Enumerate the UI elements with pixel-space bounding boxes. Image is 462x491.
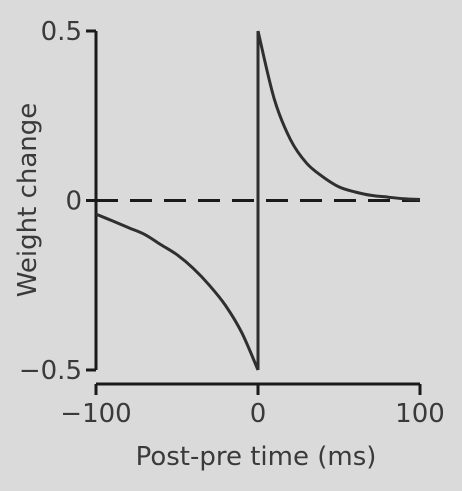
axes: 0.5 0 −0.5 −100 0 100 <box>19 17 445 429</box>
y-tick-label: 0 <box>65 187 82 217</box>
labels: Post-pre time (ms) Weight change <box>13 103 376 472</box>
x-tick-label: 0 <box>250 399 267 429</box>
curves <box>95 30 421 371</box>
curve-positive <box>256 30 421 201</box>
y-axis-label: Weight change <box>13 103 43 298</box>
y-tick-label: −0.5 <box>19 356 82 386</box>
x-tick-label: −100 <box>60 399 131 429</box>
y-tick-label: 0.5 <box>41 17 82 47</box>
curve-negative <box>95 212 260 371</box>
x-axis-label: Post-pre time (ms) <box>136 442 377 472</box>
x-tick-label: 100 <box>395 399 445 429</box>
